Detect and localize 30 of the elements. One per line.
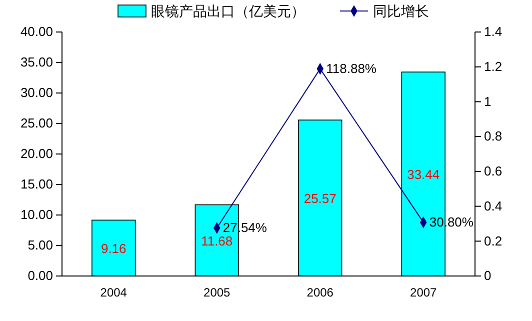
y2-tick-label: 0.6 bbox=[484, 164, 502, 179]
data-label: 33.44 bbox=[407, 167, 440, 182]
y-tick-label: 5.00 bbox=[28, 238, 53, 253]
y-tick-label: 15.00 bbox=[20, 176, 53, 192]
bar bbox=[298, 120, 342, 276]
y2-tick-label: 1.2 bbox=[484, 59, 502, 74]
x-tick-label: 2005 bbox=[204, 286, 231, 300]
y2-tick-label: 0.2 bbox=[484, 233, 502, 248]
data-label: 9.16 bbox=[100, 241, 126, 256]
data-label: 25.57 bbox=[304, 191, 336, 206]
y-tick-label: 25.00 bbox=[20, 116, 53, 131]
y2-tick-label: 0 bbox=[484, 268, 492, 284]
legend-label: 眼镜产品出口（亿美元） bbox=[151, 3, 305, 19]
y2-tick-label: 1.4 bbox=[484, 24, 502, 40]
bar bbox=[92, 220, 136, 276]
y-tick-label: 30.00 bbox=[20, 85, 53, 100]
x-tick-label: 2006 bbox=[306, 286, 334, 300]
y-tick-label: 10.00 bbox=[20, 207, 53, 222]
legend-label: 同比增长 bbox=[373, 3, 429, 19]
y-tick-label: 0.00 bbox=[28, 268, 53, 284]
data-label: 118.88% bbox=[326, 60, 377, 76]
y2-tick-label: 0.8 bbox=[484, 128, 502, 144]
x-tick-label: 2007 bbox=[410, 286, 438, 300]
y2-tick-label: 1 bbox=[484, 94, 492, 109]
y-tick-label: 20.00 bbox=[20, 146, 53, 162]
x-tick-label: 2004 bbox=[100, 286, 128, 300]
data-label: 11.68 bbox=[201, 233, 233, 248]
y-tick-label: 40.00 bbox=[20, 24, 53, 40]
y-tick-label: 35.00 bbox=[20, 54, 53, 70]
y2-tick-label: 0.4 bbox=[484, 198, 502, 214]
